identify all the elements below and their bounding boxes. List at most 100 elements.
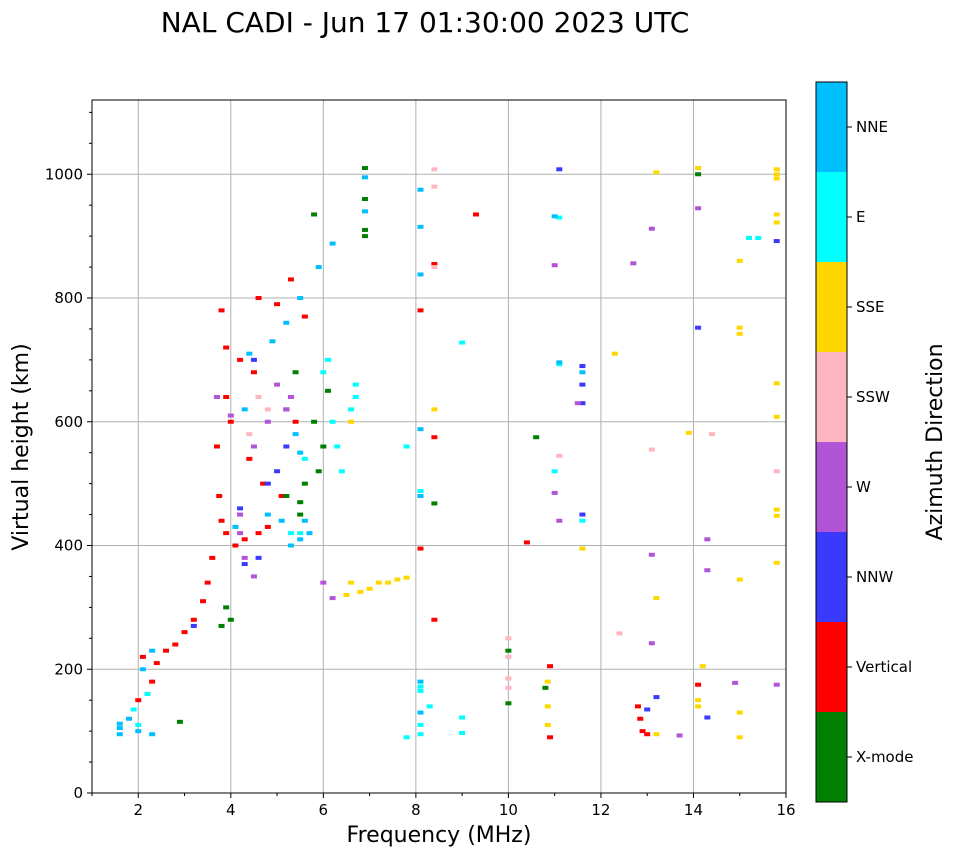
data-point-e <box>352 395 359 399</box>
data-point-vertical <box>255 531 262 536</box>
data-point-sse <box>695 698 702 703</box>
data-point-e <box>338 469 345 474</box>
data-point-nnw <box>556 167 563 172</box>
data-point-w <box>250 574 257 579</box>
y-axis-label: Virtual height (km) <box>9 343 34 550</box>
data-point-nne <box>556 360 563 365</box>
data-point-x-mode <box>301 481 308 486</box>
data-point-nne <box>241 407 248 412</box>
x-axis-label: Frequency (MHz) <box>347 823 532 848</box>
data-point-sse <box>773 172 780 177</box>
data-point-ssw <box>431 265 438 270</box>
plot-background <box>92 100 786 793</box>
data-point-vertical <box>149 679 156 684</box>
data-point-vertical <box>639 729 646 734</box>
colorbar-segment-x-mode <box>816 712 847 802</box>
data-point-vertical <box>135 698 142 703</box>
data-point-e <box>352 382 359 387</box>
data-point-vertical <box>264 524 271 529</box>
data-point-w <box>551 263 558 268</box>
data-point-nne <box>246 351 253 356</box>
data-point-e <box>287 531 294 536</box>
data-point-vertical <box>241 537 248 542</box>
data-point-w <box>630 261 637 266</box>
data-point-nnw <box>274 469 281 474</box>
data-point-e <box>297 531 304 536</box>
data-point-vertical <box>246 456 253 461</box>
colorbar-title: Azimuth Direction <box>923 343 948 540</box>
data-point-vertical <box>278 494 285 498</box>
data-point-sse <box>653 732 660 737</box>
data-point-sse <box>394 577 401 582</box>
data-point-sse <box>773 176 780 181</box>
data-point-vertical <box>163 648 170 653</box>
data-point-x-mode <box>176 719 183 724</box>
data-point-nne <box>297 450 304 455</box>
data-point-vertical <box>139 654 146 659</box>
data-point-nne <box>139 667 146 672</box>
data-point-nne <box>417 427 424 432</box>
data-point-nne <box>116 732 123 737</box>
colorbar-segment-nne <box>816 82 847 172</box>
data-point-w <box>237 531 244 536</box>
data-point-nnw <box>653 695 660 700</box>
data-point-sse <box>348 580 355 585</box>
data-point-nne <box>306 531 313 536</box>
data-point-x-mode <box>542 685 549 690</box>
x-tick-label: 16 <box>776 801 795 819</box>
colorbar-segment-ssw <box>816 352 847 442</box>
x-axis-ticks: 2 4 6 8 10 12 14 16 <box>91 793 796 819</box>
data-point-sse <box>375 580 382 585</box>
data-point-ssw <box>505 654 512 659</box>
data-point-nnw <box>190 623 197 628</box>
y-tick-label: 400 <box>54 537 83 555</box>
data-point-sse <box>685 430 692 435</box>
data-point-sse <box>773 560 780 565</box>
data-point-sse <box>653 170 660 175</box>
data-point-nnw <box>283 444 290 449</box>
data-point-vertical <box>431 435 438 440</box>
data-point-w <box>704 568 711 573</box>
plot-frame <box>91 99 787 794</box>
data-point-e <box>417 489 424 494</box>
data-point-nne <box>135 729 142 734</box>
data-point-vertical <box>431 261 438 266</box>
data-point-x-mode <box>311 419 318 424</box>
data-point-nne <box>126 716 133 721</box>
colorbar-label: NNW <box>856 568 893 586</box>
data-point-sse <box>773 513 780 518</box>
x-tick-label: 12 <box>591 801 610 819</box>
data-point-e <box>551 469 558 474</box>
y-tick-label: 200 <box>54 660 83 678</box>
x-tick-label: 8 <box>411 801 421 819</box>
colorbar-label: NNE <box>856 118 888 136</box>
data-point-nne <box>315 265 322 270</box>
data-point-sse <box>773 212 780 217</box>
data-point-w <box>227 413 234 418</box>
x-tick-label: 2 <box>133 801 143 819</box>
data-point-nnw <box>250 357 257 362</box>
data-point-sse <box>773 220 780 225</box>
data-point-nnw <box>579 401 586 406</box>
data-point-vertical <box>255 296 262 300</box>
data-point-x-mode <box>361 166 368 171</box>
data-point-sse <box>695 166 702 171</box>
data-point-nne <box>116 726 123 731</box>
data-point-e <box>459 340 466 345</box>
data-point-e <box>320 370 327 375</box>
data-point-ssw <box>246 432 253 437</box>
data-point-vertical <box>292 419 299 424</box>
data-point-vertical <box>223 395 230 399</box>
data-point-nnw <box>579 382 586 387</box>
data-point-w <box>237 512 244 517</box>
data-point-w <box>287 395 294 399</box>
data-point-x-mode <box>320 444 327 449</box>
data-point-e <box>403 444 410 449</box>
data-point-nnw <box>264 481 271 486</box>
data-point-sse <box>343 593 350 597</box>
data-point-nne <box>551 214 558 219</box>
data-point-sse <box>736 331 743 336</box>
data-point-nne <box>417 272 424 277</box>
data-point-e <box>417 684 424 689</box>
data-point-w <box>329 596 336 601</box>
